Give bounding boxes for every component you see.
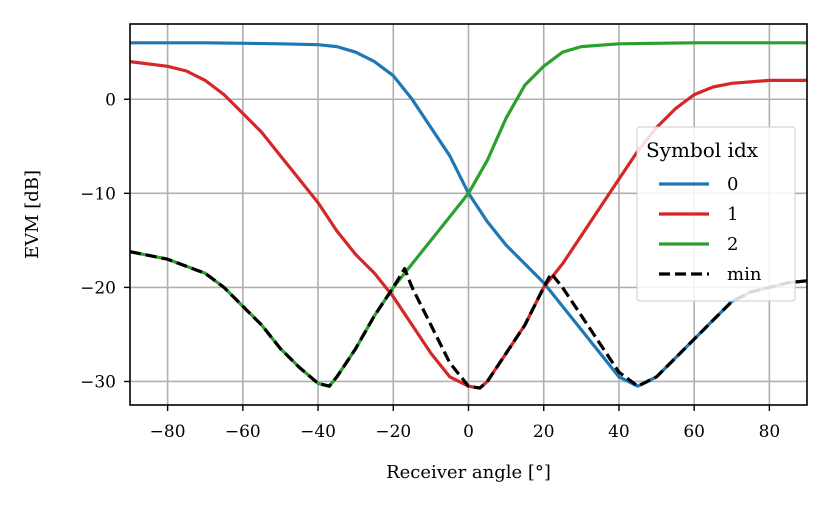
y-tick-label: −20 (80, 278, 116, 298)
x-tick-label: 40 (608, 422, 630, 442)
legend-items: 0 1 2 min (659, 174, 762, 285)
legend: Symbol idx 0 1 2 min (636, 126, 796, 302)
x-tick-label: 60 (683, 422, 705, 442)
x-tick-label: −80 (150, 422, 186, 442)
x-tick-label: 20 (533, 422, 555, 442)
legend-title: Symbol idx (646, 138, 759, 162)
y-axis-title: EVM [dB] (22, 170, 43, 259)
legend-label-0: 0 (727, 174, 738, 195)
series-line-min (129, 250, 808, 390)
x-tick-label: −40 (300, 422, 336, 442)
x-tick-label: 0 (463, 422, 474, 442)
y-tick-label: −30 (80, 372, 116, 392)
legend-label-2: 2 (727, 234, 738, 255)
y-tick-label: −10 (80, 184, 116, 204)
x-tick-label: 80 (759, 422, 781, 442)
legend-label-min: min (727, 264, 762, 285)
y-tick-label: 0 (105, 90, 116, 110)
grid (130, 24, 807, 405)
legend-box (636, 126, 796, 302)
series-lines (129, 41, 808, 390)
axis-ticks: −80 −60 −40 −20 0 20 40 60 800−10−20−30 (80, 90, 780, 442)
legend-label-1: 1 (727, 204, 738, 225)
x-tick-label: −20 (375, 422, 411, 442)
x-tick-label: −60 (225, 422, 261, 442)
x-axis-title: Receiver angle [°] (386, 462, 551, 483)
